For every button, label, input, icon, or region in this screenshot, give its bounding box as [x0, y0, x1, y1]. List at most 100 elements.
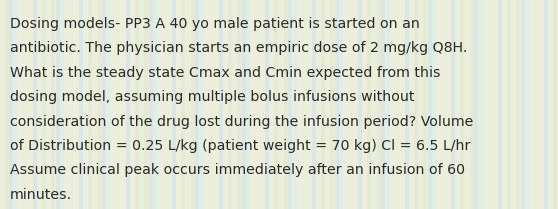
- Bar: [219, 0, 223, 209]
- Bar: [74, 0, 78, 209]
- Bar: [446, 0, 450, 209]
- Bar: [330, 0, 334, 209]
- Bar: [293, 0, 297, 209]
- Text: dosing model, assuming multiple bolus infusions without: dosing model, assuming multiple bolus in…: [10, 90, 415, 104]
- Bar: [349, 0, 353, 209]
- Bar: [535, 0, 538, 209]
- Bar: [279, 0, 283, 209]
- Bar: [214, 0, 218, 209]
- Bar: [135, 0, 139, 209]
- Bar: [470, 0, 474, 209]
- Bar: [344, 0, 348, 209]
- Bar: [195, 0, 199, 209]
- Bar: [372, 0, 376, 209]
- Bar: [79, 0, 83, 209]
- Bar: [335, 0, 339, 209]
- Bar: [107, 0, 111, 209]
- Bar: [65, 0, 69, 209]
- Bar: [126, 0, 129, 209]
- Bar: [42, 0, 46, 209]
- Bar: [28, 0, 32, 209]
- Bar: [140, 0, 143, 209]
- Bar: [400, 0, 404, 209]
- Bar: [512, 0, 516, 209]
- Bar: [121, 0, 125, 209]
- Bar: [32, 0, 36, 209]
- Bar: [88, 0, 92, 209]
- Bar: [251, 0, 255, 209]
- Bar: [93, 0, 97, 209]
- Bar: [540, 0, 543, 209]
- Bar: [0, 0, 4, 209]
- Bar: [265, 0, 269, 209]
- Bar: [367, 0, 371, 209]
- Bar: [233, 0, 237, 209]
- Bar: [544, 0, 548, 209]
- Bar: [423, 0, 427, 209]
- Bar: [84, 0, 88, 209]
- Text: consideration of the drug lost during the infusion period? Volume: consideration of the drug lost during th…: [10, 115, 473, 129]
- Bar: [363, 0, 367, 209]
- Bar: [502, 0, 506, 209]
- Text: antibiotic. The physician starts an empiric dose of 2 mg/kg Q8H.: antibiotic. The physician starts an empi…: [10, 41, 468, 55]
- Bar: [46, 0, 50, 209]
- Bar: [516, 0, 520, 209]
- Bar: [200, 0, 204, 209]
- Bar: [56, 0, 60, 209]
- Bar: [428, 0, 432, 209]
- Bar: [479, 0, 483, 209]
- Bar: [456, 0, 460, 209]
- Bar: [60, 0, 64, 209]
- Bar: [307, 0, 311, 209]
- Bar: [9, 0, 13, 209]
- Bar: [530, 0, 534, 209]
- Bar: [270, 0, 273, 209]
- Bar: [311, 0, 315, 209]
- Bar: [377, 0, 381, 209]
- Bar: [247, 0, 251, 209]
- Bar: [181, 0, 185, 209]
- Bar: [507, 0, 511, 209]
- Bar: [275, 0, 278, 209]
- Bar: [149, 0, 153, 209]
- Bar: [437, 0, 441, 209]
- Bar: [23, 0, 27, 209]
- Bar: [158, 0, 162, 209]
- Bar: [167, 0, 171, 209]
- Text: of Distribution = 0.25 L/kg (patient weight = 70 kg) Cl = 6.5 L/hr: of Distribution = 0.25 L/kg (patient wei…: [10, 139, 470, 153]
- Bar: [130, 0, 134, 209]
- Bar: [405, 0, 408, 209]
- Text: What is the steady state Cmax and Cmin expected from this: What is the steady state Cmax and Cmin e…: [10, 66, 441, 80]
- Bar: [288, 0, 292, 209]
- Bar: [37, 0, 41, 209]
- Bar: [418, 0, 422, 209]
- Bar: [163, 0, 167, 209]
- Bar: [358, 0, 362, 209]
- Text: Dosing models- PP3 A 40 yo male patient is started on an: Dosing models- PP3 A 40 yo male patient …: [10, 17, 420, 31]
- Bar: [102, 0, 106, 209]
- Bar: [191, 0, 195, 209]
- Bar: [339, 0, 343, 209]
- Bar: [549, 0, 552, 209]
- Bar: [395, 0, 399, 209]
- Bar: [391, 0, 395, 209]
- Bar: [414, 0, 418, 209]
- Bar: [261, 0, 264, 209]
- Bar: [283, 0, 287, 209]
- Bar: [554, 0, 557, 209]
- Bar: [112, 0, 116, 209]
- Bar: [498, 0, 502, 209]
- Bar: [223, 0, 227, 209]
- Bar: [18, 0, 22, 209]
- Bar: [451, 0, 455, 209]
- Bar: [153, 0, 157, 209]
- Bar: [321, 0, 325, 209]
- Bar: [381, 0, 385, 209]
- Bar: [98, 0, 102, 209]
- Bar: [51, 0, 55, 209]
- Bar: [205, 0, 209, 209]
- Bar: [474, 0, 478, 209]
- Bar: [116, 0, 120, 209]
- Bar: [316, 0, 320, 209]
- Bar: [386, 0, 390, 209]
